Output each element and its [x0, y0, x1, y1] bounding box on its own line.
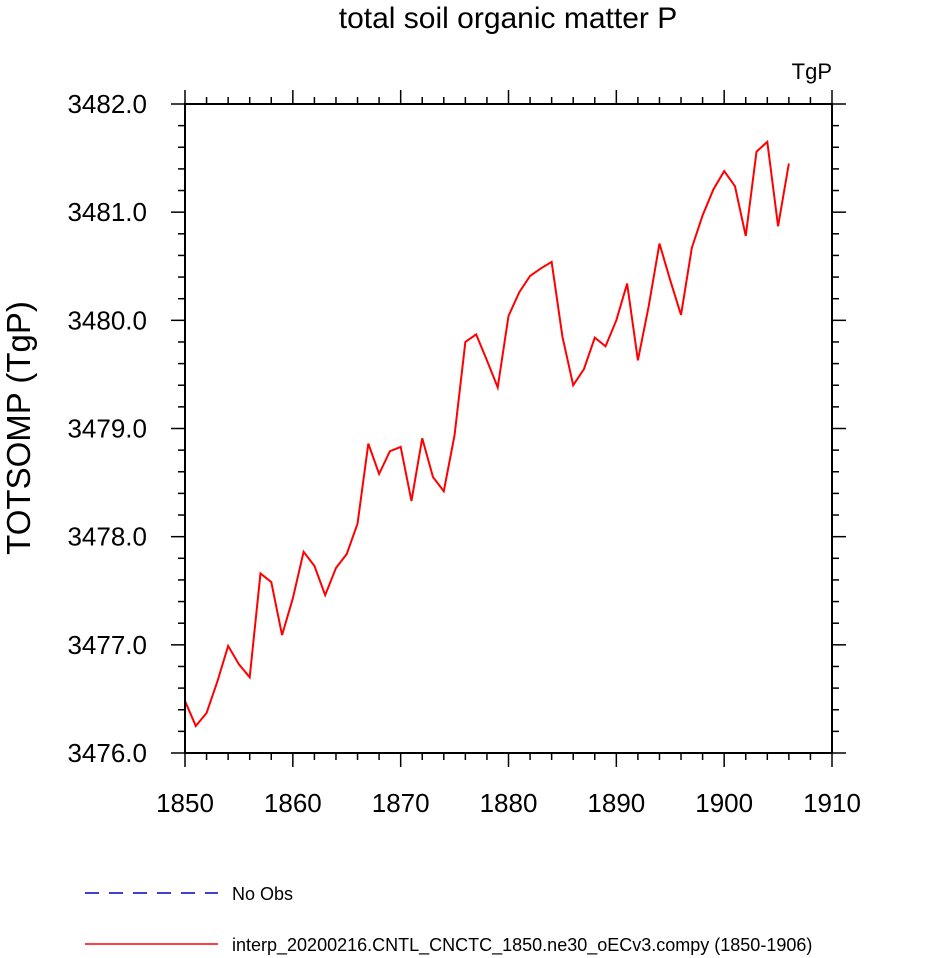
- series-line-0: [184, 139, 790, 728]
- series-lines: [184, 139, 790, 728]
- axis-ticks: [171, 90, 846, 767]
- x-tick-label: 1860: [264, 788, 322, 818]
- legend-label-model-run: interp_20200216.CNTL_CNCTC_1850.ne30_oEC…: [232, 935, 812, 956]
- x-tick-label: 1910: [803, 788, 861, 818]
- x-tick-label: 1890: [587, 788, 645, 818]
- y-tick-label: 3479.0: [67, 414, 147, 444]
- x-tick-label: 1850: [156, 788, 214, 818]
- y-tick-label: 3482.0: [67, 89, 147, 119]
- y-tick-label: 3481.0: [67, 197, 147, 227]
- y-tick-label: 3477.0: [67, 630, 147, 660]
- y-tick-label: 3480.0: [67, 305, 147, 335]
- y-axis-label: TOTSOMP (TgP): [0, 301, 37, 555]
- y-tick-label: 3478.0: [67, 522, 147, 552]
- units-label: TgP: [792, 59, 832, 84]
- y-tick-label: 3476.0: [67, 738, 147, 768]
- legend-item-no-obs: No Obs: [85, 884, 293, 904]
- chart-title: total soil organic matter P: [339, 2, 677, 35]
- x-tick-label: 1880: [480, 788, 538, 818]
- plot-frame: [184, 103, 833, 754]
- legend: No Obs interp_20200216.CNTL_CNCTC_1850.n…: [85, 884, 812, 956]
- legend-item-model-run: interp_20200216.CNTL_CNCTC_1850.ne30_oEC…: [85, 935, 812, 956]
- axis-tick-labels: 1850 1860 1870 1880 1890 1900 1910 3476.0 3477.0…: [67, 89, 860, 818]
- x-tick-label: 1870: [372, 788, 430, 818]
- x-tick-label: 1900: [695, 788, 753, 818]
- legend-label-no-obs: No Obs: [232, 884, 293, 904]
